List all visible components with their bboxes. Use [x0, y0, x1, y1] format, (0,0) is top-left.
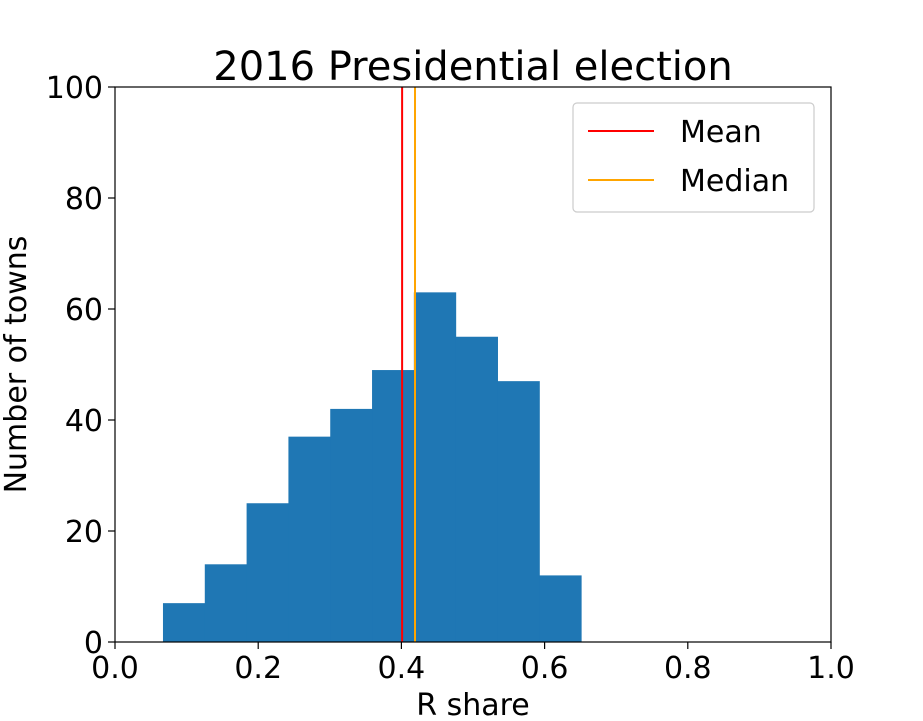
y-tick-label: 20 [65, 515, 103, 550]
x-axis-ticks: 0.0 0.2 0.4 0.6 0.8 1.0 [91, 642, 855, 686]
histogram-bar [288, 436, 331, 642]
histogram-bar [372, 370, 415, 642]
histogram-bar [246, 503, 289, 642]
bars-group [162, 292, 582, 642]
y-axis-label: Number of towns [0, 236, 34, 494]
x-tick-label: 0.8 [664, 651, 712, 686]
plot-frame [114, 86, 832, 643]
histogram-bar [497, 381, 540, 642]
histogram-bar [413, 292, 457, 642]
legend: Mean Median [572, 102, 815, 213]
reference-lines-group [401, 87, 417, 642]
histogram-bar [539, 575, 582, 642]
x-tick-label: 0.4 [378, 651, 426, 686]
y-tick-label: 0 [84, 626, 103, 661]
y-tick-label: 60 [65, 293, 103, 328]
legend-label-median: Median [680, 164, 789, 199]
y-tick-label: 100 [46, 71, 103, 106]
x-tick-label: 1.0 [807, 651, 855, 686]
histogram-bar [330, 408, 373, 642]
x-tick-label: 0.6 [521, 651, 569, 686]
y-tick-label: 80 [65, 182, 103, 217]
y-tick-label: 40 [65, 404, 103, 439]
x-tick-label: 0.0 [91, 651, 139, 686]
x-tick-label: 0.2 [234, 651, 282, 686]
y-axis-ticks: 0 20 40 60 80 100 [46, 71, 115, 661]
histogram-bar [162, 603, 206, 642]
histogram-bar [204, 564, 248, 642]
histogram-bar [455, 336, 498, 642]
x-axis-label: R share [416, 688, 530, 721]
legend-label-mean: Mean [680, 115, 762, 150]
chart-title: 2016 Presidential election [213, 44, 733, 90]
